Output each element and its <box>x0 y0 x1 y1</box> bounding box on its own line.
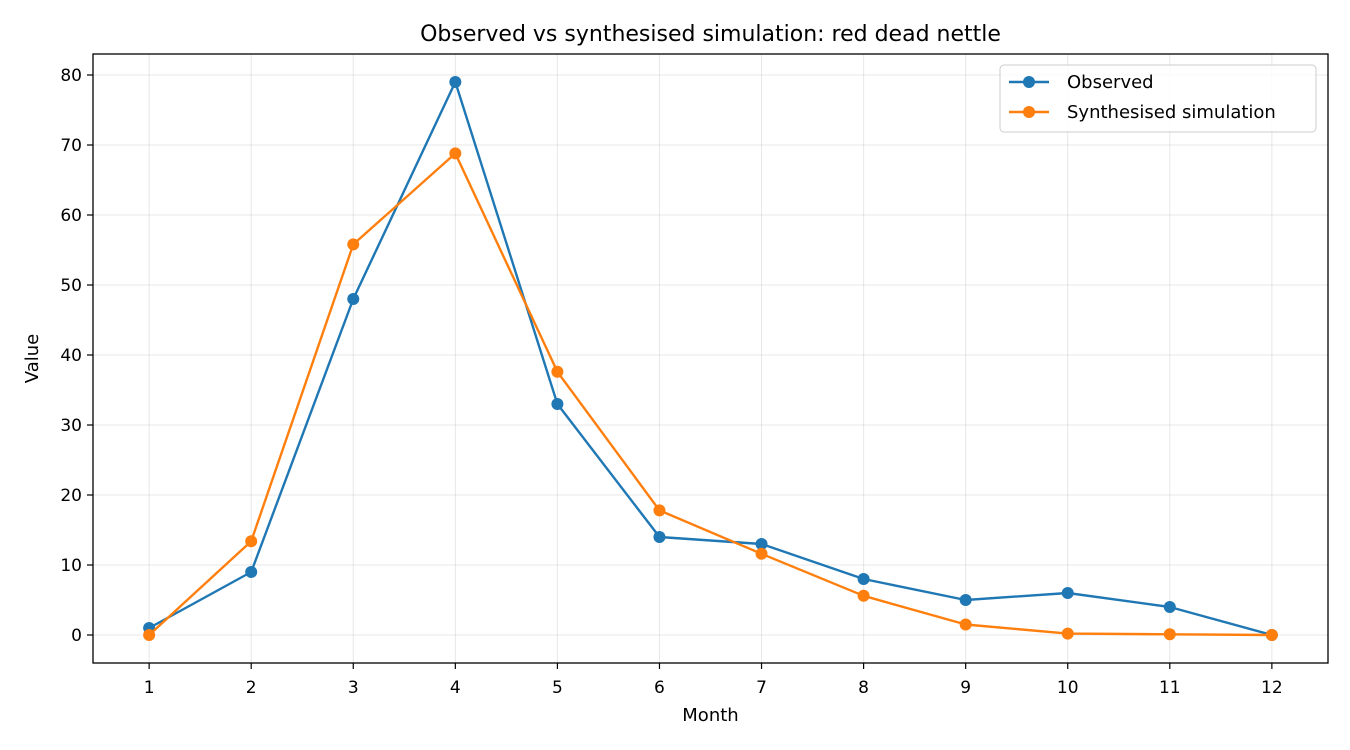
data-point <box>551 365 564 378</box>
y-axis-label: Value <box>22 334 43 383</box>
legend: Observed Synthesised simulation <box>999 64 1317 133</box>
legend-box <box>999 64 1317 133</box>
x-tick-label: 10 <box>1057 678 1079 698</box>
x-tick-label: 9 <box>960 678 971 698</box>
data-point <box>857 589 870 602</box>
data-point <box>653 531 666 543</box>
x-tick-label: 3 <box>348 678 359 698</box>
data-point <box>959 618 972 631</box>
y-tick-label: 50 <box>60 276 82 296</box>
legend-marker <box>1023 76 1035 88</box>
y-axis-ticks: 0 10 20 30 40 50 60 70 80 <box>60 66 93 646</box>
data-point <box>755 547 768 560</box>
data-point <box>1061 587 1074 599</box>
x-tick-label: 5 <box>552 678 563 698</box>
y-tick-label: 40 <box>60 346 82 366</box>
data-point <box>347 293 360 305</box>
x-axis-ticks: 1 2 3 4 5 6 7 8 9 10 11 12 <box>144 663 1283 698</box>
y-tick-label: 70 <box>60 136 82 156</box>
data-point <box>347 238 360 251</box>
chart-title: Observed vs synthesised simulation: red … <box>420 22 1001 47</box>
data-point <box>1265 629 1278 641</box>
x-tick-label: 11 <box>1159 678 1181 698</box>
data-point <box>245 566 258 578</box>
data-point <box>1163 601 1176 613</box>
x-tick-label: 12 <box>1261 678 1283 698</box>
data-point <box>959 594 972 606</box>
y-tick-label: 80 <box>60 66 82 86</box>
data-point <box>143 629 156 641</box>
data-point <box>755 538 768 550</box>
y-tick-label: 10 <box>60 556 82 576</box>
x-tick-label: 4 <box>450 678 461 698</box>
data-point <box>449 76 462 88</box>
y-tick-label: 20 <box>60 486 82 506</box>
x-axis-label: Month <box>682 705 738 726</box>
legend-label: Synthesised simulation <box>1067 102 1276 123</box>
x-tick-label: 2 <box>246 678 257 698</box>
series-line <box>148 152 1272 637</box>
series-layer <box>143 76 1278 641</box>
x-tick-label: 6 <box>654 678 665 698</box>
legend-marker <box>1023 106 1035 118</box>
grid-lines <box>93 54 1328 663</box>
legend-label: Observed <box>1067 72 1154 93</box>
x-tick-label: 1 <box>144 678 155 698</box>
series-1 <box>143 76 1278 641</box>
series-2 <box>143 147 1278 641</box>
data-point <box>857 573 870 585</box>
y-tick-label: 60 <box>60 206 82 226</box>
data-point <box>1163 628 1176 641</box>
series-line <box>148 80 1273 637</box>
data-point <box>245 535 258 548</box>
data-point <box>1061 627 1074 640</box>
data-point <box>551 398 564 410</box>
y-tick-label: 30 <box>60 416 82 436</box>
y-tick-label: 0 <box>71 626 82 646</box>
plot-frame <box>92 53 1329 664</box>
data-point <box>449 147 462 160</box>
data-point <box>653 504 666 517</box>
x-tick-label: 8 <box>858 678 869 698</box>
x-tick-label: 7 <box>756 678 767 698</box>
